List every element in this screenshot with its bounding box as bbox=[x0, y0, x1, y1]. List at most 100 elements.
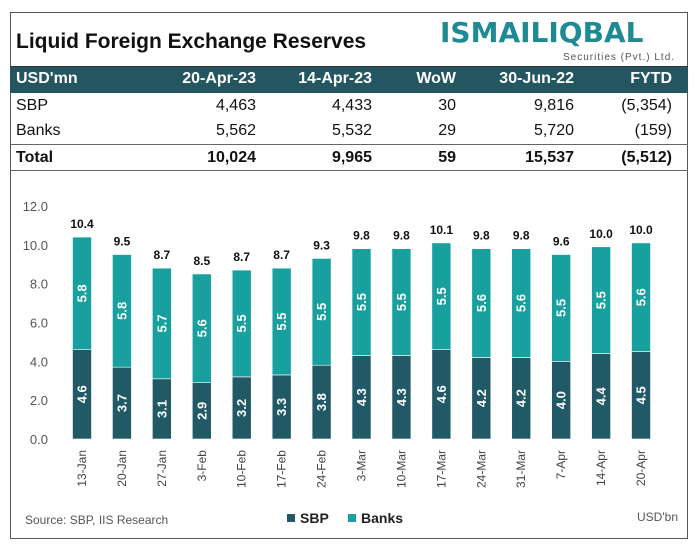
cell: Total bbox=[16, 149, 54, 166]
table-header: USD'mn 20-Apr-23 14-Apr-23 WoW 30-Jun-22… bbox=[10, 66, 688, 93]
x-tick-label: 20-Jan bbox=[115, 450, 129, 487]
total-label: 9.6 bbox=[553, 235, 570, 249]
logo-subtitle: Securities (Pvt.) Ltd. bbox=[563, 52, 676, 63]
data-label: 4.5 bbox=[634, 386, 649, 404]
bar-banks bbox=[311, 258, 332, 366]
cell: 29 bbox=[438, 122, 456, 139]
data-label: 3.2 bbox=[234, 399, 249, 417]
x-tick-label: 24-Mar bbox=[474, 450, 488, 488]
data-label: 5.5 bbox=[314, 303, 329, 321]
divider bbox=[10, 170, 688, 171]
total-label: 10.4 bbox=[70, 217, 94, 231]
cell: 5,562 bbox=[215, 122, 256, 139]
data-label: 5.5 bbox=[554, 299, 569, 317]
data-label: 5.6 bbox=[474, 294, 489, 312]
data-label: 4.0 bbox=[554, 391, 569, 409]
data-label: 3.7 bbox=[114, 394, 129, 412]
legend-label: Banks bbox=[361, 510, 403, 526]
data-label: 5.6 bbox=[194, 319, 209, 337]
source-note: Source: SBP, IIS Research bbox=[25, 513, 168, 527]
data-label: 3.3 bbox=[274, 398, 289, 416]
bar-banks bbox=[631, 242, 651, 352]
bar-banks bbox=[551, 254, 571, 362]
data-label: 5.5 bbox=[594, 291, 609, 309]
data-label: 5.7 bbox=[154, 314, 169, 332]
total-label: 10.0 bbox=[589, 227, 613, 241]
x-tick-label: 20-Apr bbox=[634, 450, 648, 486]
bar-banks bbox=[391, 248, 412, 356]
bar-banks bbox=[271, 267, 292, 376]
cell: 15,537 bbox=[525, 149, 574, 166]
cell: 59 bbox=[438, 149, 456, 166]
bar-banks bbox=[431, 242, 452, 350]
legend-swatch-sbp bbox=[287, 514, 295, 522]
x-tick-label: 3-Feb bbox=[195, 450, 209, 482]
header-cell: 30-Jun-22 bbox=[499, 70, 574, 87]
frame bbox=[10, 12, 688, 539]
legend-swatch-banks bbox=[348, 514, 356, 522]
x-tick-label: 17-Feb bbox=[275, 450, 289, 488]
y-tick-label: 8.0 bbox=[30, 277, 48, 292]
data-label: 5.5 bbox=[354, 293, 369, 311]
cell: 10,024 bbox=[207, 149, 256, 166]
legend-label: SBP bbox=[300, 510, 329, 526]
data-label: 4.6 bbox=[75, 385, 90, 403]
x-tick-label: 31-Mar bbox=[514, 450, 528, 488]
total-label: 8.5 bbox=[193, 254, 210, 268]
divider bbox=[10, 144, 688, 145]
bar-banks bbox=[591, 246, 611, 354]
total-label: 10.0 bbox=[629, 223, 653, 237]
x-tick-label: 10-Feb bbox=[235, 450, 249, 488]
y-tick-label: 10.0 bbox=[23, 238, 48, 253]
total-label: 8.7 bbox=[233, 250, 250, 264]
header-cell: 20-Apr-23 bbox=[182, 70, 256, 87]
x-tick-label: 7-Apr bbox=[554, 450, 568, 479]
total-label: 9.3 bbox=[313, 238, 330, 252]
table-row-total: Total 10,024 9,965 59 15,537 (5,512) bbox=[10, 145, 688, 171]
data-label: 4.6 bbox=[434, 385, 449, 403]
cell: (5,512) bbox=[621, 149, 672, 166]
data-label: 3.1 bbox=[154, 400, 169, 418]
total-label: 8.7 bbox=[273, 248, 290, 262]
cell: 5,720 bbox=[533, 122, 574, 139]
y-tick-label: 4.0 bbox=[30, 354, 48, 369]
cell: 4,433 bbox=[331, 97, 372, 114]
bar-banks bbox=[152, 267, 172, 380]
table-row: SBP 4,463 4,433 30 9,816 (5,354) bbox=[10, 93, 688, 119]
cell: 9,816 bbox=[533, 97, 574, 114]
x-tick-label: 27-Jan bbox=[155, 450, 169, 487]
cell: 5,532 bbox=[331, 122, 372, 139]
total-label: 9.8 bbox=[393, 229, 410, 243]
total-label: 8.7 bbox=[154, 248, 171, 262]
bar-banks bbox=[191, 273, 212, 383]
data-label: 5.5 bbox=[234, 314, 249, 332]
header-cell: FYTD bbox=[630, 70, 672, 87]
bar-banks bbox=[351, 248, 372, 356]
unit-label: USD'bn bbox=[637, 510, 678, 524]
x-tick-label: 14-Apr bbox=[594, 450, 608, 486]
data-label: 5.5 bbox=[274, 312, 289, 330]
cell: 4,463 bbox=[215, 97, 256, 114]
header-cell: USD'mn bbox=[16, 70, 78, 87]
cell: 30 bbox=[438, 97, 456, 114]
total-label: 9.5 bbox=[114, 235, 131, 249]
total-label: 9.8 bbox=[513, 229, 530, 243]
data-label: 3.8 bbox=[314, 393, 329, 411]
total-label: 9.8 bbox=[473, 229, 490, 243]
header-cell: WoW bbox=[416, 70, 456, 87]
x-tick-label: 24-Feb bbox=[315, 450, 329, 488]
data-label: 4.2 bbox=[514, 389, 529, 407]
data-label: 4.2 bbox=[474, 389, 489, 407]
x-tick-label: 13-Jan bbox=[75, 450, 89, 487]
y-tick-label: 0.0 bbox=[30, 432, 48, 447]
page-title: Liquid Foreign Exchange Reserves bbox=[16, 30, 367, 53]
table-row: Banks 5,562 5,532 29 5,720 (159) bbox=[10, 118, 688, 144]
data-label: 5.8 bbox=[114, 302, 129, 320]
y-tick-label: 2.0 bbox=[30, 393, 48, 408]
cell: SBP bbox=[16, 97, 49, 114]
cell: (159) bbox=[634, 122, 672, 139]
logo: ISMAILIQBAL bbox=[440, 16, 644, 49]
data-label: 5.8 bbox=[75, 284, 90, 302]
cell: (5,354) bbox=[621, 97, 672, 114]
